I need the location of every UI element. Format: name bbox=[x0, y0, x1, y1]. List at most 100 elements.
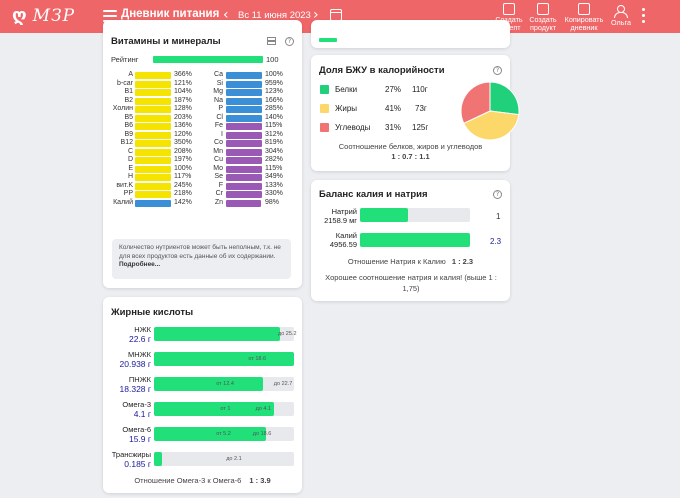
sodium-bar bbox=[360, 208, 409, 222]
nutrient-value: 366% bbox=[174, 71, 192, 78]
carbs-name: Углеводы bbox=[335, 123, 371, 132]
macros-help-icon[interactable]: ? bbox=[493, 66, 502, 75]
nutrient-bar bbox=[226, 89, 262, 96]
potassium-sodium-card: Баланс калия и натрия ? Натрий 2158.9 мг… bbox=[311, 180, 510, 301]
nutrient-label: Холин bbox=[112, 105, 133, 112]
page-title: Дневник питания bbox=[121, 8, 220, 20]
nutrient-label: P bbox=[218, 105, 223, 112]
fatty-acid-amount: 22.6 г bbox=[128, 333, 151, 344]
nutrient-label: B6 bbox=[124, 122, 133, 129]
fatty-acids-card: Жирные кислоты НЖК 22.6 г до 25.2 МНЖК 20.93… bbox=[103, 297, 302, 493]
nutrient-bar bbox=[135, 131, 171, 139]
macros-ratio-value: 1 : 0.7 : 1.1 bbox=[391, 152, 430, 161]
nutrient-value: 330% bbox=[265, 190, 283, 197]
nutrient-label: B12 bbox=[120, 139, 133, 146]
nutrient-value: 104% bbox=[174, 88, 192, 95]
nutrient-bar bbox=[226, 191, 262, 198]
nutrient-value: 350% bbox=[174, 139, 192, 146]
clipped-card bbox=[311, 20, 510, 48]
potassium-name: Калий bbox=[335, 231, 357, 240]
fatty-acid-min: от 12.4 bbox=[216, 381, 234, 387]
more-menu-icon[interactable] bbox=[642, 8, 646, 26]
fatty-acid-min: от 5.2 bbox=[216, 431, 231, 437]
logo-text: МЗР bbox=[32, 6, 76, 26]
pie-slice-1 bbox=[489, 81, 520, 116]
nutrient-bar bbox=[135, 199, 171, 207]
nutrient-value: 304% bbox=[265, 147, 283, 155]
nutrient-label: E bbox=[128, 164, 133, 172]
create-product-line2: продукт bbox=[529, 23, 557, 32]
nutrient-bar bbox=[226, 157, 262, 164]
macros-ratio: Соотношение белков, жиров и углеводов 1 … bbox=[311, 142, 510, 162]
nutrient-label: Mn bbox=[213, 147, 223, 155]
fatty-acid-label: Трансжиры 0.185 г bbox=[103, 450, 151, 469]
sodium-label: Натрий 2158.9 мг bbox=[311, 207, 357, 225]
fatty-acids-title: Жирные кислоты bbox=[111, 307, 194, 318]
kna-comment: Хорошее соотношение натрия и калия! (выш… bbox=[325, 273, 497, 293]
sodium-amount: 2158.9 мг bbox=[324, 215, 357, 225]
copy-diary-button[interactable]: Копировать дневник bbox=[561, 3, 607, 32]
copy-icon bbox=[578, 3, 590, 15]
nutrient-bar bbox=[135, 72, 171, 79]
nutrient-value: 142% bbox=[174, 198, 192, 206]
nutrient-label: Cr bbox=[215, 190, 223, 197]
nutrient-label: Se bbox=[214, 173, 223, 180]
fatty-acid-bar bbox=[154, 377, 264, 391]
nutrient-label: Mo bbox=[213, 164, 223, 172]
nutrient-label: Cl bbox=[216, 113, 223, 121]
omega-ratio: Отношение Омега-3 к Омега-6 1 : 3.9 bbox=[103, 476, 302, 485]
vitamins-help-icon[interactable]: ? bbox=[285, 37, 294, 46]
fatty-acid-max: до 2.1 bbox=[226, 456, 242, 462]
potassium-sodium-title: Баланс калия и натрия bbox=[319, 189, 428, 200]
nutrients-note-text: Количество нутриентов может быть неполны… bbox=[119, 244, 281, 260]
table-view-icon[interactable] bbox=[267, 37, 276, 45]
nutrient-value: 98% bbox=[265, 198, 280, 206]
fatty-acid-bar bbox=[154, 402, 275, 416]
rating-label: Рейтинг bbox=[111, 55, 139, 64]
nutrient-value: 282% bbox=[265, 156, 283, 163]
create-product-button[interactable]: Создать продукт bbox=[528, 3, 558, 32]
nutrient-label: PP bbox=[123, 190, 133, 197]
nutrient-bar bbox=[226, 199, 262, 207]
fatty-acid-name: Трансжиры bbox=[111, 450, 151, 459]
nutrient-label: Калий bbox=[113, 198, 133, 206]
nutrient-label: Na bbox=[214, 96, 223, 104]
fatty-acid-label: Омега-6 15.9 г bbox=[103, 425, 151, 444]
nutrient-bar bbox=[135, 182, 171, 190]
nutrient-value: 959% bbox=[265, 79, 283, 87]
nutrient-label: Ca bbox=[214, 71, 223, 78]
fats-grams: 73г bbox=[415, 104, 427, 113]
nutrients-note: Количество нутриентов может быть неполны… bbox=[112, 239, 291, 279]
nutrient-value: 208% bbox=[174, 147, 192, 155]
nutrient-bar bbox=[226, 165, 262, 173]
nutrient-label: C bbox=[127, 147, 133, 155]
nutrient-bar bbox=[135, 89, 171, 96]
fatty-acid-name: Омега-6 bbox=[122, 425, 151, 434]
next-day-button[interactable]: › bbox=[313, 7, 319, 23]
nutrient-label: Si bbox=[216, 79, 223, 87]
carbs-grams: 125г bbox=[412, 123, 429, 132]
nutrient-value: 117% bbox=[174, 173, 192, 180]
nutrient-value: 187% bbox=[174, 96, 192, 104]
nutrient-bar bbox=[135, 80, 171, 88]
fatty-acid-bar bbox=[154, 452, 163, 466]
nutrient-value: 312% bbox=[265, 130, 283, 138]
kna-ratio-label: Отношение Натрия к Калию bbox=[347, 257, 446, 266]
proteins-swatch bbox=[320, 85, 329, 94]
nutrient-value: 203% bbox=[174, 113, 192, 121]
fatty-acid-name: НЖК bbox=[134, 325, 151, 334]
current-date[interactable]: Вс 11 июня 2023 bbox=[238, 10, 311, 21]
app-logo[interactable]: ღ МЗР bbox=[12, 6, 76, 27]
fatty-acid-bar bbox=[154, 327, 280, 341]
nutrient-bar bbox=[135, 114, 171, 122]
nutrient-value: 100% bbox=[265, 71, 283, 78]
fatty-acid-bar bbox=[154, 427, 266, 441]
omega-ratio-value: 1 : 3.9 bbox=[249, 476, 271, 485]
user-menu-button[interactable]: Ольга bbox=[609, 5, 633, 27]
nutrient-label: B9 bbox=[124, 130, 133, 138]
kna-help-icon[interactable]: ? bbox=[493, 190, 502, 199]
carbs-swatch bbox=[320, 123, 329, 132]
prev-day-button[interactable]: ‹ bbox=[223, 7, 229, 23]
more-link[interactable]: Подробнее... bbox=[119, 261, 161, 268]
fats-swatch bbox=[320, 104, 329, 113]
